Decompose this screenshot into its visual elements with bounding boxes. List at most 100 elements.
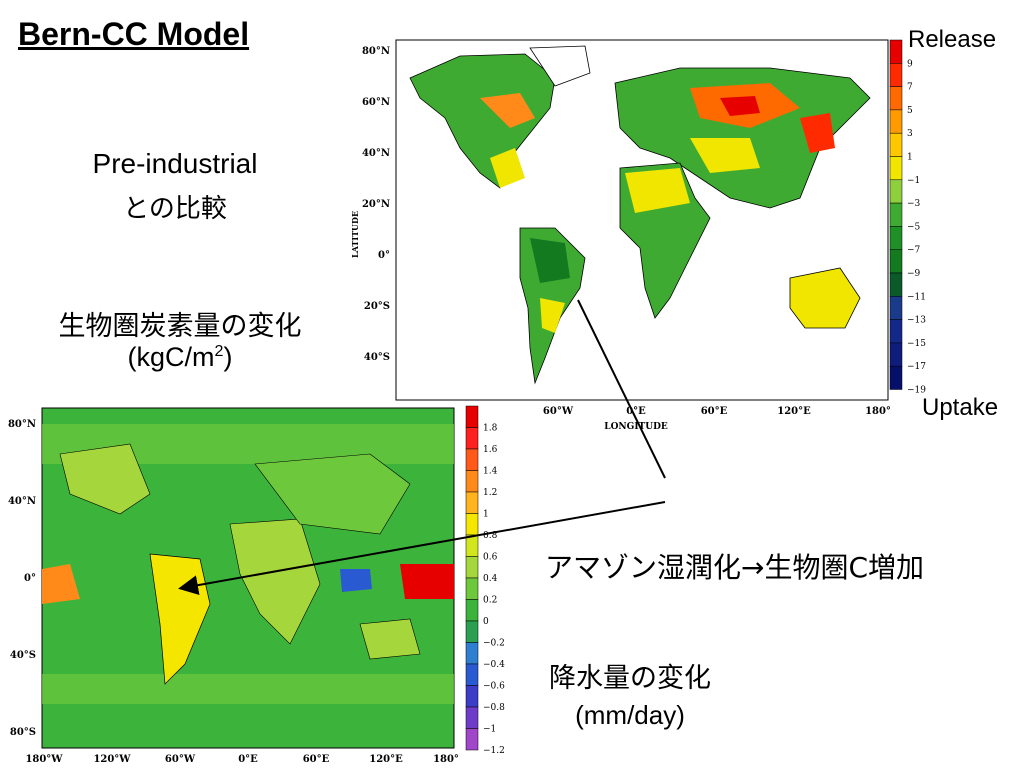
colorbar-label: 0.6 xyxy=(483,553,498,563)
central-asia-yellow xyxy=(690,138,760,173)
greenland-shape xyxy=(529,45,591,87)
lat-tick: 20°S xyxy=(364,301,390,312)
colorbar-label: 3 xyxy=(907,129,913,139)
precip-change-label: 降水量の変化 xyxy=(549,663,711,694)
east-asia-hotspot xyxy=(800,113,835,153)
carbon-xlabel: LONGITUDE xyxy=(604,422,668,432)
colorbar-label: −1 xyxy=(483,725,496,735)
colorbar-label: 1.8 xyxy=(483,424,498,434)
lon-tick: 60°E xyxy=(303,754,330,765)
colorbar-label: −15 xyxy=(907,339,926,349)
colorbar-label: −0.8 xyxy=(483,703,505,713)
lat-tick: 60°N xyxy=(362,97,390,108)
biosphere-carbon-unit: (kgC/m2) xyxy=(0,342,360,373)
precip-unit: (mm/day) xyxy=(575,700,685,730)
precip-australia xyxy=(359,618,421,660)
precip-pacific-east xyxy=(400,564,454,599)
precip-south-band xyxy=(42,674,454,704)
colorbar-label: −19 xyxy=(907,386,926,396)
amazon-note: アマゾン湿潤化→生物圏C増加 xyxy=(545,551,925,584)
lon-tick: 120°W xyxy=(93,754,131,765)
release-label: Release xyxy=(908,26,997,53)
lon-tick: 120°E xyxy=(777,406,811,417)
colorbar-label: 1.6 xyxy=(483,445,498,455)
lat-tick: 40°S xyxy=(10,650,36,661)
colorbar-label: −7 xyxy=(907,246,921,256)
colorbar-label: −0.4 xyxy=(483,660,505,670)
precip-lat-axis: 80°N 40°N 0° 40°S 80°S xyxy=(8,419,36,738)
carbon-lon-axis: 60°W 0°E 60°E 120°E 180° xyxy=(543,406,891,417)
colorbar-label: −0.6 xyxy=(483,682,505,692)
pointer-line xyxy=(577,299,666,479)
colorbar-swatch xyxy=(465,728,479,751)
lon-tick: 0°E xyxy=(626,406,646,417)
precip-colorbar: 1.8 1.6 1.4 1.2 1 0.8 0.6 0.4 0.2 0 −0.2 −0.4 −0.6 −0… xyxy=(465,405,505,756)
pointer-arrow xyxy=(178,501,666,596)
colorbar-label: −13 xyxy=(907,316,926,326)
colorbar-swatch xyxy=(889,365,903,390)
na-hotspot xyxy=(480,93,535,128)
lon-tick: 180°W xyxy=(25,754,63,765)
precip-map: 80°N 40°N 0° 40°S 80°S 180°W 120°W 60°W … xyxy=(8,407,459,765)
colorbar-label: 1.4 xyxy=(483,467,498,477)
lon-tick: 180° xyxy=(865,406,891,417)
colorbar-label: 5 xyxy=(907,106,913,116)
colorbar-label: −11 xyxy=(907,292,926,302)
colorbar-label: −9 xyxy=(907,269,921,279)
colorbar-label: 1 xyxy=(907,153,913,163)
lon-tick: 120°E xyxy=(369,754,403,765)
colorbar-label: −5 xyxy=(907,222,921,232)
lon-tick: 60°W xyxy=(543,406,574,417)
lat-tick: 40°N xyxy=(362,148,390,159)
colorbar-label: 1 xyxy=(483,510,489,520)
colorbar-label: 0.4 xyxy=(483,574,498,584)
colorbar-label: −1 xyxy=(907,176,920,186)
australia-shape xyxy=(789,267,861,329)
colorbar-label: −17 xyxy=(907,362,926,372)
lon-tick: 180° xyxy=(433,754,459,765)
amazon-region xyxy=(530,238,570,283)
precip-pacific-west xyxy=(42,564,80,604)
carbon-map: 80°N 60°N 40°N 20°N 0° 20°S 40°S LATITUD… xyxy=(350,39,891,432)
lat-tick: 80°N xyxy=(362,46,390,57)
carbon-ylabel: LATITUDE xyxy=(350,211,360,258)
colorbar-label: 1.2 xyxy=(483,488,497,498)
siberia-core xyxy=(720,96,760,116)
slide-title: Bern-CC Model xyxy=(18,16,250,52)
lat-tick: 40°N xyxy=(8,496,36,507)
biosphere-carbon-label: 生物圏炭素量の変化 xyxy=(58,311,302,342)
lat-tick: 40°S xyxy=(364,352,390,363)
colorbar-label: 0.2 xyxy=(483,596,497,606)
pre-industrial-label: Pre-industrial xyxy=(92,148,258,179)
precip-indian-ocean xyxy=(340,569,372,592)
colorbar-label: 0 xyxy=(483,617,489,627)
lat-tick: 0° xyxy=(378,250,390,261)
carbon-lat-axis: 80°N 60°N 40°N 20°N 0° 20°S 40°S xyxy=(362,46,390,363)
unit-superscript: 2 xyxy=(214,343,224,360)
lat-tick: 80°S xyxy=(10,727,36,738)
lon-tick: 60°E xyxy=(701,406,728,417)
lon-tick: 60°W xyxy=(165,754,196,765)
lat-tick: 80°N xyxy=(8,419,36,430)
colorbar-label: −1.2 xyxy=(483,746,505,756)
lon-tick: 0°E xyxy=(238,754,258,765)
colorbar-label: 7 xyxy=(907,83,913,93)
unit-prefix: (kgC/m xyxy=(127,342,215,372)
colorbar-label: 0.8 xyxy=(483,531,498,541)
carbon-colorbar: 9 7 5 3 1 −1 −3 −5 −7 −9 −11 −13 −15 −17 −19 xyxy=(889,39,926,396)
unit-suffix: ) xyxy=(223,342,233,372)
precip-na xyxy=(59,443,151,515)
lat-tick: 0° xyxy=(24,573,36,584)
precip-north-band xyxy=(42,424,454,464)
precip-eurasia xyxy=(254,453,411,535)
sahara-yellow xyxy=(625,168,690,213)
colorbar-label: −0.2 xyxy=(483,639,505,649)
comparison-label: との比較 xyxy=(123,194,227,224)
colorbar-label: 9 xyxy=(907,59,913,69)
precip-lon-axis: 180°W 120°W 60°W 0°E 60°E 120°E 180° xyxy=(25,754,458,765)
colorbar-label: −3 xyxy=(907,199,921,209)
lat-tick: 20°N xyxy=(362,199,390,210)
uptake-label: Uptake xyxy=(922,394,999,421)
sa-yellow xyxy=(540,298,565,333)
